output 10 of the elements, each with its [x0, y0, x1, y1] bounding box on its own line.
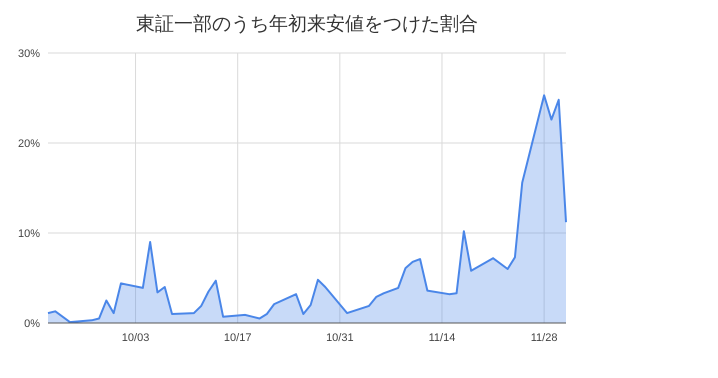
- y-tick-label: 0%: [24, 318, 40, 330]
- y-tick-label: 20%: [18, 138, 40, 150]
- x-tick-label: 11/14: [428, 332, 456, 344]
- x-tick-label: 10/31: [326, 332, 354, 344]
- y-tick-label: 30%: [18, 48, 40, 60]
- x-tick-label: 10/17: [224, 332, 252, 344]
- chart-title: 東証一部のうち年初来安値をつけた割合: [136, 13, 478, 35]
- x-tick-label: 10/03: [122, 332, 150, 344]
- y-tick-label: 10%: [18, 228, 40, 240]
- x-tick-label: 11/28: [530, 332, 558, 344]
